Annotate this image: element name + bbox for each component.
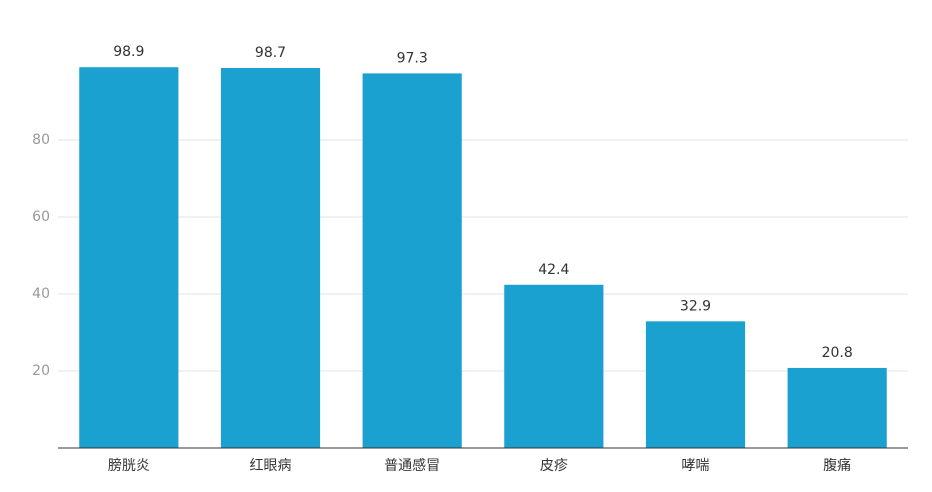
value-label: 42.4 (538, 262, 569, 278)
y-tick-label: 60 (32, 209, 50, 225)
value-label: 98.9 (113, 44, 144, 60)
x-tick-label: 腹痛 (823, 457, 851, 474)
x-tick-label: 膀胱炎 (108, 457, 150, 474)
x-tick-label: 皮疹 (540, 458, 568, 474)
bar (787, 367, 887, 448)
y-tick-label: 80 (32, 132, 50, 148)
value-label: 32.9 (680, 298, 711, 314)
value-label: 97.3 (397, 50, 428, 66)
bar (220, 68, 321, 448)
x-tick-label: 普通感冒 (384, 457, 440, 474)
value-label: 20.8 (822, 345, 853, 361)
bar (504, 284, 604, 448)
bar (79, 67, 179, 449)
bar (362, 73, 462, 449)
y-tick-label: 40 (32, 286, 50, 302)
y-tick-label: 20 (32, 363, 50, 379)
bar (645, 321, 746, 448)
value-label: 98.7 (255, 45, 286, 61)
x-tick-label: 红眼病 (250, 458, 292, 474)
x-tick-label: 哮喘 (682, 457, 710, 474)
